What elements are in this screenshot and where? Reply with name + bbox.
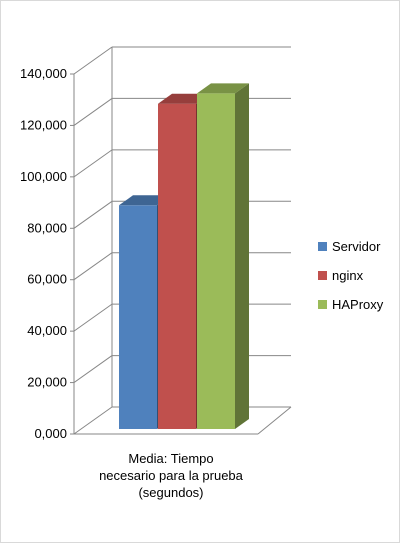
legend-swatch-haproxy [318, 299, 327, 309]
y-tick-label: 20,000 [27, 375, 67, 390]
category-label-line-2: necesario para la prueba [99, 468, 243, 483]
y-tick-label: 120,000 [20, 117, 67, 132]
y-tick-label: 40,000 [27, 323, 67, 338]
grid-depth-line [73, 200, 113, 229]
bar-servidor [119, 205, 157, 429]
legend-swatch-servidor [318, 241, 327, 251]
legend-label-servidor: Servidor [332, 238, 381, 254]
bar-nginx [158, 103, 196, 429]
grid-depth-line [73, 149, 113, 178]
category-label-line-3: (segundos) [138, 485, 204, 500]
legend-item-servidor: Servidor [318, 237, 383, 255]
y-tick-label: 140,000 [20, 66, 67, 81]
grid-depth-line [73, 98, 113, 126]
bar-haproxy [197, 93, 235, 429]
grid-depth-line [73, 406, 113, 435]
y-tick-label: 80,000 [27, 220, 67, 235]
category-label-line-1: Media: Tiempo [128, 451, 214, 466]
legend-item-haproxy: HAProxy [318, 295, 383, 313]
x-category-label: Media: Tiempo necesario para la prueba (… [71, 450, 271, 501]
grid-depth-line [73, 46, 113, 75]
grid-depth-line [73, 303, 113, 332]
y-tick-label: 0,000 [34, 426, 67, 441]
y-tick-label: 60,000 [27, 272, 67, 287]
grid-depth-line [73, 252, 113, 281]
legend-swatch-nginx [318, 270, 327, 280]
grid-depth-line [73, 355, 113, 383]
y-tick-label: 100,000 [20, 169, 67, 184]
bar-side-haproxy [235, 83, 249, 429]
bar-top-haproxy [197, 83, 249, 94]
floor-right-edge [257, 406, 292, 435]
legend: Servidor nginx HAProxy [318, 237, 383, 324]
legend-label-haproxy: HAProxy [332, 296, 384, 312]
legend-item-nginx: nginx [318, 266, 383, 284]
legend-label-nginx: nginx [332, 267, 364, 283]
